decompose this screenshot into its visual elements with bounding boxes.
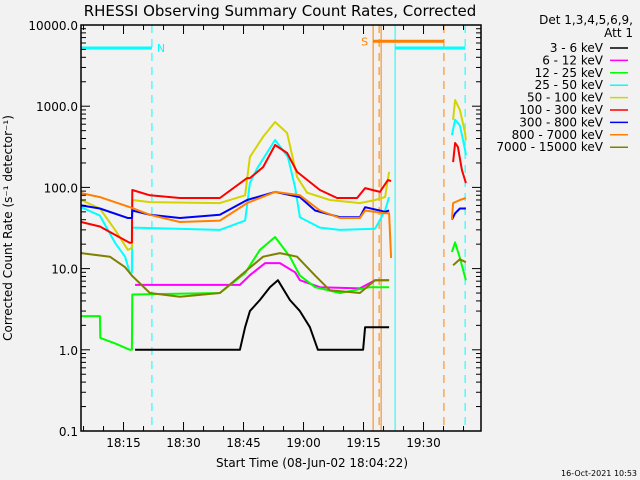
series-line-50-100keV <box>80 121 391 251</box>
series-line-50-100keV <box>452 99 467 141</box>
series-line-800-7000keV <box>80 190 393 259</box>
x-tick-label: 18:15 <box>106 436 141 450</box>
legend-label: 6 - 12 keV <box>542 53 604 67</box>
legend-label: 7000 - 15000 keV <box>496 140 603 154</box>
y-tick-label: 0.1 <box>59 425 78 439</box>
annotation-label-S: S <box>361 35 368 48</box>
series-line-25-50keV <box>450 118 467 156</box>
x-tick-label: 19:00 <box>286 436 321 450</box>
y-axis-label: Corrected Count Rate (s⁻¹ detector⁻¹) <box>1 115 15 341</box>
series-line-7000-15000keV <box>452 258 467 266</box>
y-tick-label: 1.0 <box>59 344 78 358</box>
series-line-12-25keV <box>450 241 467 281</box>
legend-label: 300 - 800 keV <box>519 115 603 129</box>
series-line-800-7000keV <box>450 197 467 220</box>
plot-frame <box>80 24 482 432</box>
series-line-7000-15000keV <box>80 252 390 298</box>
legend-label: 12 - 25 keV <box>535 66 604 80</box>
series-layer <box>80 99 467 351</box>
y-tick-label: 100.0 <box>44 181 78 195</box>
legend-label: 100 - 300 keV <box>519 103 603 117</box>
chart-title: RHESSI Observing Summary Count Rates, Co… <box>84 2 477 20</box>
legend-header-attenuator: Att 1 <box>604 26 633 40</box>
y-tick-label: 10000.0 <box>28 19 78 33</box>
x-tick-label: 18:30 <box>166 436 201 450</box>
legend-label: 50 - 100 keV <box>527 91 604 105</box>
legend-label: 25 - 50 keV <box>535 78 604 92</box>
x-axis-label: Start Time (08-Jun-02 18:04:22) <box>216 456 408 470</box>
y-tick-label: 1000.0 <box>36 100 78 114</box>
y-tick-label: 10.0 <box>51 263 78 277</box>
series-line-3-6keV <box>135 279 390 351</box>
series-line-300-800keV <box>451 207 466 221</box>
series-line-100-300keV <box>80 144 392 244</box>
series-line-12-25keV <box>81 236 390 351</box>
legend-header-detectors: Det 1,3,4,5,6,9, <box>539 13 633 27</box>
series-line-6-12keV <box>135 262 390 290</box>
axes-layer: 18:15 18:30 18:45 19:00 19:15 19:30 10000.0 100… <box>28 19 482 450</box>
legend-label: 800 - 7000 keV <box>512 128 604 142</box>
x-tick-label: 19:30 <box>406 436 441 450</box>
timestamp: 16-Oct-2021 10:53 <box>561 469 637 478</box>
x-tick-label: 19:15 <box>346 436 381 450</box>
legend-label: 3 - 6 keV <box>550 41 604 55</box>
x-tick-label: 18:45 <box>226 436 261 450</box>
annotation-label-N: N <box>157 42 165 55</box>
series-line-100-300keV <box>452 142 467 184</box>
